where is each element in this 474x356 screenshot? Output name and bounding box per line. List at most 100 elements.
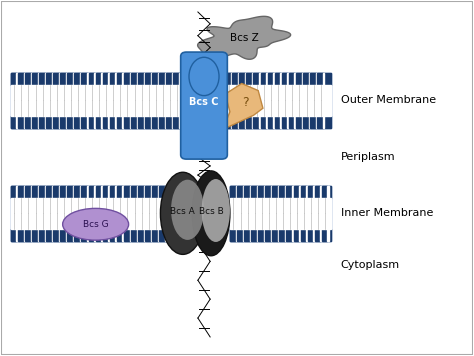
Bar bbox=[11, 186, 169, 198]
Bar bbox=[294, 73, 296, 128]
Bar bbox=[17, 73, 18, 128]
Bar bbox=[74, 186, 80, 198]
Bar bbox=[310, 116, 316, 128]
Bar bbox=[117, 116, 122, 128]
Bar bbox=[74, 73, 80, 85]
Text: ?: ? bbox=[242, 96, 249, 109]
Bar bbox=[53, 229, 59, 241]
Bar bbox=[252, 73, 254, 128]
Bar bbox=[308, 229, 313, 241]
Bar bbox=[32, 229, 37, 241]
Bar bbox=[131, 116, 137, 128]
Bar bbox=[172, 73, 173, 128]
Bar bbox=[293, 229, 299, 241]
Bar bbox=[11, 85, 185, 116]
Bar bbox=[289, 116, 294, 128]
Bar bbox=[131, 186, 137, 198]
Bar bbox=[18, 229, 24, 241]
Bar bbox=[103, 186, 109, 198]
Bar bbox=[225, 73, 331, 85]
Bar bbox=[271, 186, 273, 241]
Bar bbox=[173, 73, 179, 85]
Ellipse shape bbox=[192, 171, 230, 256]
Bar bbox=[299, 186, 301, 241]
Bar bbox=[310, 73, 316, 85]
Bar bbox=[11, 116, 185, 128]
Bar bbox=[59, 186, 60, 241]
Bar bbox=[103, 229, 109, 241]
Text: Inner Membrane: Inner Membrane bbox=[341, 208, 433, 218]
Bar bbox=[31, 73, 32, 128]
Bar bbox=[232, 116, 238, 128]
Bar bbox=[11, 186, 169, 241]
Bar bbox=[258, 186, 264, 198]
Bar bbox=[110, 116, 116, 128]
Bar bbox=[67, 186, 73, 198]
Bar bbox=[124, 186, 129, 198]
Bar bbox=[39, 186, 45, 198]
Bar bbox=[246, 116, 252, 128]
Bar bbox=[82, 229, 87, 241]
Bar bbox=[11, 198, 169, 229]
Bar bbox=[230, 229, 331, 241]
Text: Bcs C: Bcs C bbox=[189, 97, 219, 107]
Bar bbox=[268, 73, 273, 85]
Bar bbox=[138, 116, 144, 128]
Bar bbox=[46, 116, 52, 128]
Bar bbox=[110, 73, 116, 85]
Bar bbox=[129, 73, 131, 128]
Bar bbox=[266, 73, 268, 128]
Bar bbox=[261, 116, 266, 128]
Bar bbox=[275, 116, 280, 128]
Bar bbox=[59, 73, 60, 128]
Ellipse shape bbox=[171, 180, 204, 240]
Bar bbox=[251, 186, 257, 198]
Bar bbox=[80, 73, 82, 128]
Bar bbox=[137, 73, 138, 128]
Bar bbox=[287, 73, 289, 128]
Bar bbox=[96, 73, 101, 85]
Bar bbox=[32, 186, 37, 198]
Bar bbox=[159, 116, 165, 128]
Bar bbox=[96, 229, 101, 241]
Bar bbox=[145, 229, 151, 241]
Bar bbox=[67, 229, 73, 241]
Bar bbox=[279, 229, 285, 241]
Bar bbox=[82, 186, 87, 198]
Bar bbox=[243, 186, 244, 241]
Bar bbox=[244, 229, 250, 241]
Bar bbox=[151, 186, 152, 241]
Ellipse shape bbox=[189, 57, 219, 96]
Bar bbox=[246, 73, 252, 85]
Bar bbox=[39, 73, 45, 85]
Bar bbox=[109, 73, 110, 128]
Bar bbox=[144, 186, 145, 241]
Bar bbox=[67, 116, 73, 128]
Bar bbox=[265, 229, 271, 241]
Bar bbox=[293, 186, 299, 198]
Bar bbox=[158, 73, 159, 128]
Bar bbox=[89, 116, 94, 128]
Bar bbox=[82, 116, 87, 128]
Bar bbox=[280, 73, 282, 128]
Bar bbox=[110, 229, 116, 241]
Bar bbox=[11, 229, 17, 241]
Bar bbox=[308, 186, 313, 198]
Bar bbox=[31, 186, 32, 241]
Bar bbox=[82, 73, 87, 85]
Text: Bcs B: Bcs B bbox=[199, 207, 223, 216]
Bar bbox=[159, 229, 165, 241]
Bar bbox=[285, 186, 286, 241]
Bar bbox=[67, 73, 73, 85]
Bar bbox=[60, 116, 66, 128]
Bar bbox=[237, 229, 243, 241]
Bar bbox=[251, 229, 257, 241]
Bar bbox=[122, 186, 124, 241]
Bar bbox=[117, 73, 122, 85]
Bar bbox=[101, 186, 103, 241]
Bar bbox=[117, 186, 122, 198]
Bar bbox=[74, 116, 80, 128]
Bar bbox=[18, 116, 24, 128]
Bar bbox=[87, 186, 89, 241]
Bar bbox=[317, 73, 323, 85]
